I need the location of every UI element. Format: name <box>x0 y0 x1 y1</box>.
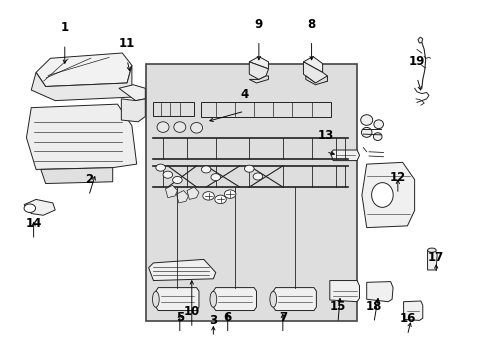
Text: 18: 18 <box>365 300 381 313</box>
Circle shape <box>156 164 165 171</box>
Text: 5: 5 <box>175 311 183 324</box>
Ellipse shape <box>190 122 202 133</box>
Polygon shape <box>249 76 268 83</box>
Polygon shape <box>41 168 112 184</box>
Polygon shape <box>153 102 194 117</box>
Polygon shape <box>417 37 422 43</box>
Text: 8: 8 <box>307 18 315 31</box>
Text: 4: 4 <box>240 88 248 101</box>
Polygon shape <box>427 251 436 270</box>
Polygon shape <box>366 282 392 302</box>
Text: 2: 2 <box>84 173 93 186</box>
Text: 10: 10 <box>183 305 200 318</box>
Polygon shape <box>303 57 322 72</box>
Circle shape <box>253 173 262 180</box>
Text: 12: 12 <box>389 171 405 184</box>
Polygon shape <box>31 66 132 100</box>
Polygon shape <box>273 288 316 311</box>
Polygon shape <box>303 62 327 83</box>
Polygon shape <box>121 99 145 122</box>
Text: 14: 14 <box>25 217 42 230</box>
Polygon shape <box>148 259 215 280</box>
Polygon shape <box>403 301 422 320</box>
Circle shape <box>203 192 214 200</box>
Ellipse shape <box>373 133 381 140</box>
Polygon shape <box>165 185 177 198</box>
Ellipse shape <box>373 120 383 129</box>
Polygon shape <box>213 288 256 311</box>
Polygon shape <box>119 85 145 100</box>
Ellipse shape <box>371 183 392 207</box>
Ellipse shape <box>360 115 372 125</box>
Polygon shape <box>186 187 199 199</box>
Ellipse shape <box>157 122 169 132</box>
Circle shape <box>201 166 210 173</box>
Circle shape <box>244 165 254 172</box>
Circle shape <box>210 174 220 181</box>
Circle shape <box>224 190 235 198</box>
Polygon shape <box>24 199 55 215</box>
Ellipse shape <box>209 291 216 307</box>
Text: 6: 6 <box>223 311 231 324</box>
Text: 11: 11 <box>119 37 135 50</box>
Circle shape <box>24 204 36 212</box>
Text: 13: 13 <box>317 129 333 142</box>
Ellipse shape <box>427 248 435 252</box>
Circle shape <box>163 171 172 178</box>
Text: 17: 17 <box>427 251 444 264</box>
Polygon shape <box>249 57 268 69</box>
Text: 7: 7 <box>278 311 286 324</box>
Polygon shape <box>201 102 330 117</box>
Circle shape <box>172 176 182 184</box>
Text: 19: 19 <box>408 55 425 68</box>
Polygon shape <box>26 104 137 170</box>
Polygon shape <box>330 150 359 161</box>
Ellipse shape <box>173 122 185 132</box>
Polygon shape <box>249 62 268 80</box>
Polygon shape <box>361 162 414 228</box>
Polygon shape <box>176 190 188 203</box>
Bar <box>146 64 356 321</box>
Ellipse shape <box>269 291 276 307</box>
Text: 15: 15 <box>329 300 346 313</box>
Polygon shape <box>329 280 359 302</box>
Text: 9: 9 <box>254 18 263 31</box>
Polygon shape <box>305 76 327 85</box>
Polygon shape <box>156 288 199 311</box>
Text: 16: 16 <box>398 312 415 325</box>
Ellipse shape <box>152 291 159 307</box>
Polygon shape <box>36 53 132 86</box>
Ellipse shape <box>361 127 371 137</box>
Text: 3: 3 <box>209 314 217 327</box>
Circle shape <box>214 195 226 204</box>
Text: 1: 1 <box>61 21 69 34</box>
